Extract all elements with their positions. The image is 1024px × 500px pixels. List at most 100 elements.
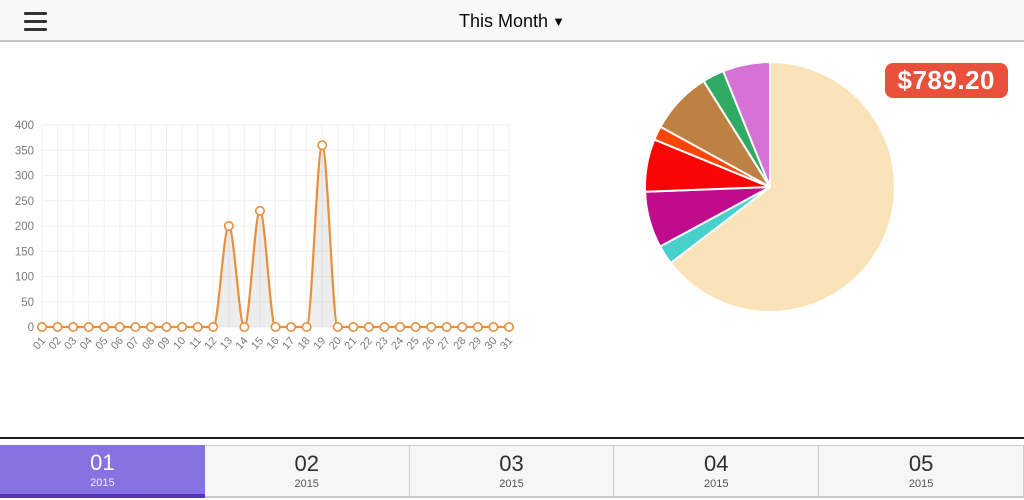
grid-lines bbox=[41, 124, 510, 328]
x-axis-tick: 18 bbox=[296, 335, 313, 352]
x-axis-tick: 12 bbox=[202, 335, 219, 352]
x-axis-tick: 30 bbox=[483, 335, 500, 352]
tab-month-05[interactable]: 05 2015 bbox=[819, 445, 1024, 498]
pie-chart bbox=[644, 61, 896, 313]
tab-month-number: 02 bbox=[294, 451, 319, 476]
y-axis-tick: 300 bbox=[15, 171, 34, 183]
tab-month-year: 2015 bbox=[704, 478, 729, 490]
x-axis-tick: 04 bbox=[78, 335, 95, 352]
data-point bbox=[348, 321, 359, 332]
tab-month-year: 2015 bbox=[294, 478, 319, 490]
y-axis-tick: 100 bbox=[15, 272, 34, 284]
x-axis-tick: 16 bbox=[265, 335, 282, 352]
page-title: This Month bbox=[459, 11, 549, 31]
tab-month-02[interactable]: 02 2015 bbox=[204, 445, 410, 498]
data-point bbox=[503, 321, 514, 332]
data-point bbox=[488, 321, 499, 332]
y-axis-tick: 150 bbox=[15, 246, 34, 258]
data-point bbox=[161, 321, 172, 332]
tab-month-number: 04 bbox=[704, 451, 729, 476]
tab-month-year: 2015 bbox=[90, 477, 115, 489]
data-point bbox=[52, 321, 63, 332]
pie-slice-orchid bbox=[722, 61, 771, 188]
y-axis-labels: 0 50 100 150 200 250 300 350 400 bbox=[15, 120, 34, 334]
x-axis-tick: 24 bbox=[389, 335, 406, 352]
tab-month-number: 05 bbox=[908, 451, 934, 476]
tab-month-01[interactable]: 01 2015 bbox=[0, 445, 205, 498]
data-point bbox=[114, 321, 125, 332]
tab-month-04[interactable]: 04 2015 bbox=[614, 445, 820, 498]
x-axis-tick: 10 bbox=[171, 335, 188, 352]
y-axis-tick: 400 bbox=[15, 120, 34, 132]
x-axis-tick: 11 bbox=[187, 335, 204, 352]
footer-divider bbox=[0, 437, 1024, 439]
x-axis-tick: 22 bbox=[358, 335, 375, 352]
y-axis-tick: 250 bbox=[15, 196, 34, 208]
menu-icon[interactable] bbox=[24, 12, 47, 31]
x-axis-tick: 23 bbox=[374, 335, 391, 352]
data-points bbox=[36, 140, 514, 332]
data-point bbox=[239, 321, 250, 332]
tab-month-year: 2015 bbox=[499, 478, 524, 490]
data-point bbox=[301, 321, 312, 332]
data-point bbox=[332, 321, 343, 332]
data-point bbox=[286, 321, 297, 332]
x-axis-tick: 19 bbox=[311, 335, 328, 352]
x-axis-tick: 29 bbox=[467, 335, 484, 352]
tab-month-number: 01 bbox=[90, 450, 115, 475]
data-point bbox=[472, 321, 483, 332]
x-axis-tick: 03 bbox=[62, 335, 79, 352]
data-point bbox=[208, 321, 219, 332]
line-chart: 0 50 100 150 200 250 300 350 400 0102030405060708… bbox=[15, 120, 515, 352]
month-tabs: 01 2015 02 2015 03 2015 04 2015 05 2015 bbox=[0, 445, 1024, 498]
data-point bbox=[363, 321, 374, 332]
x-axis-tick: 13 bbox=[218, 335, 235, 352]
data-point bbox=[317, 140, 328, 151]
data-point bbox=[395, 321, 406, 332]
data-point bbox=[36, 321, 47, 332]
x-axis-tick: 26 bbox=[420, 335, 437, 352]
data-point bbox=[130, 321, 141, 332]
data-point bbox=[145, 321, 156, 332]
data-point bbox=[192, 321, 203, 332]
x-axis-tick: 27 bbox=[436, 335, 453, 352]
pie-slice-cream bbox=[669, 61, 896, 313]
data-point bbox=[379, 321, 390, 332]
x-axis-tick: 28 bbox=[451, 335, 468, 352]
x-axis-tick: 31 bbox=[498, 335, 515, 352]
data-point bbox=[254, 205, 265, 216]
x-axis-tick: 07 bbox=[125, 335, 142, 352]
y-axis-tick: 350 bbox=[15, 145, 34, 157]
total-amount-badge: $789.20 bbox=[884, 63, 1008, 98]
data-point bbox=[410, 321, 421, 332]
data-point bbox=[223, 221, 234, 232]
data-point bbox=[99, 321, 110, 332]
data-point bbox=[83, 321, 94, 332]
data-point bbox=[177, 321, 188, 332]
x-axis-tick: 01 bbox=[31, 335, 48, 352]
x-axis-tick: 08 bbox=[140, 335, 157, 352]
tab-month-number: 03 bbox=[499, 451, 524, 476]
x-axis-tick: 25 bbox=[405, 335, 422, 352]
x-axis-tick: 21 bbox=[342, 335, 359, 352]
y-axis-tick: 50 bbox=[21, 297, 34, 309]
period-selector[interactable]: This Month ▼ bbox=[0, 0, 1024, 42]
y-axis-tick: 0 bbox=[28, 322, 34, 334]
tab-month-03[interactable]: 03 2015 bbox=[409, 445, 615, 498]
x-axis-tick: 05 bbox=[93, 335, 110, 352]
data-point bbox=[68, 321, 79, 332]
tab-month-year: 2015 bbox=[908, 478, 934, 490]
x-axis-tick: 17 bbox=[280, 335, 297, 352]
chevron-down-icon: ▼ bbox=[552, 14, 565, 29]
data-point bbox=[270, 321, 281, 332]
x-axis-tick: 15 bbox=[249, 335, 266, 352]
data-point bbox=[426, 321, 437, 332]
data-point bbox=[441, 321, 452, 332]
x-axis-tick: 02 bbox=[47, 335, 64, 352]
x-axis-tick: 06 bbox=[109, 335, 126, 352]
x-axis-tick: 09 bbox=[156, 335, 173, 352]
data-point bbox=[457, 321, 468, 332]
y-axis-tick: 200 bbox=[15, 221, 34, 233]
app-header: This Month ▼ bbox=[0, 0, 1024, 42]
